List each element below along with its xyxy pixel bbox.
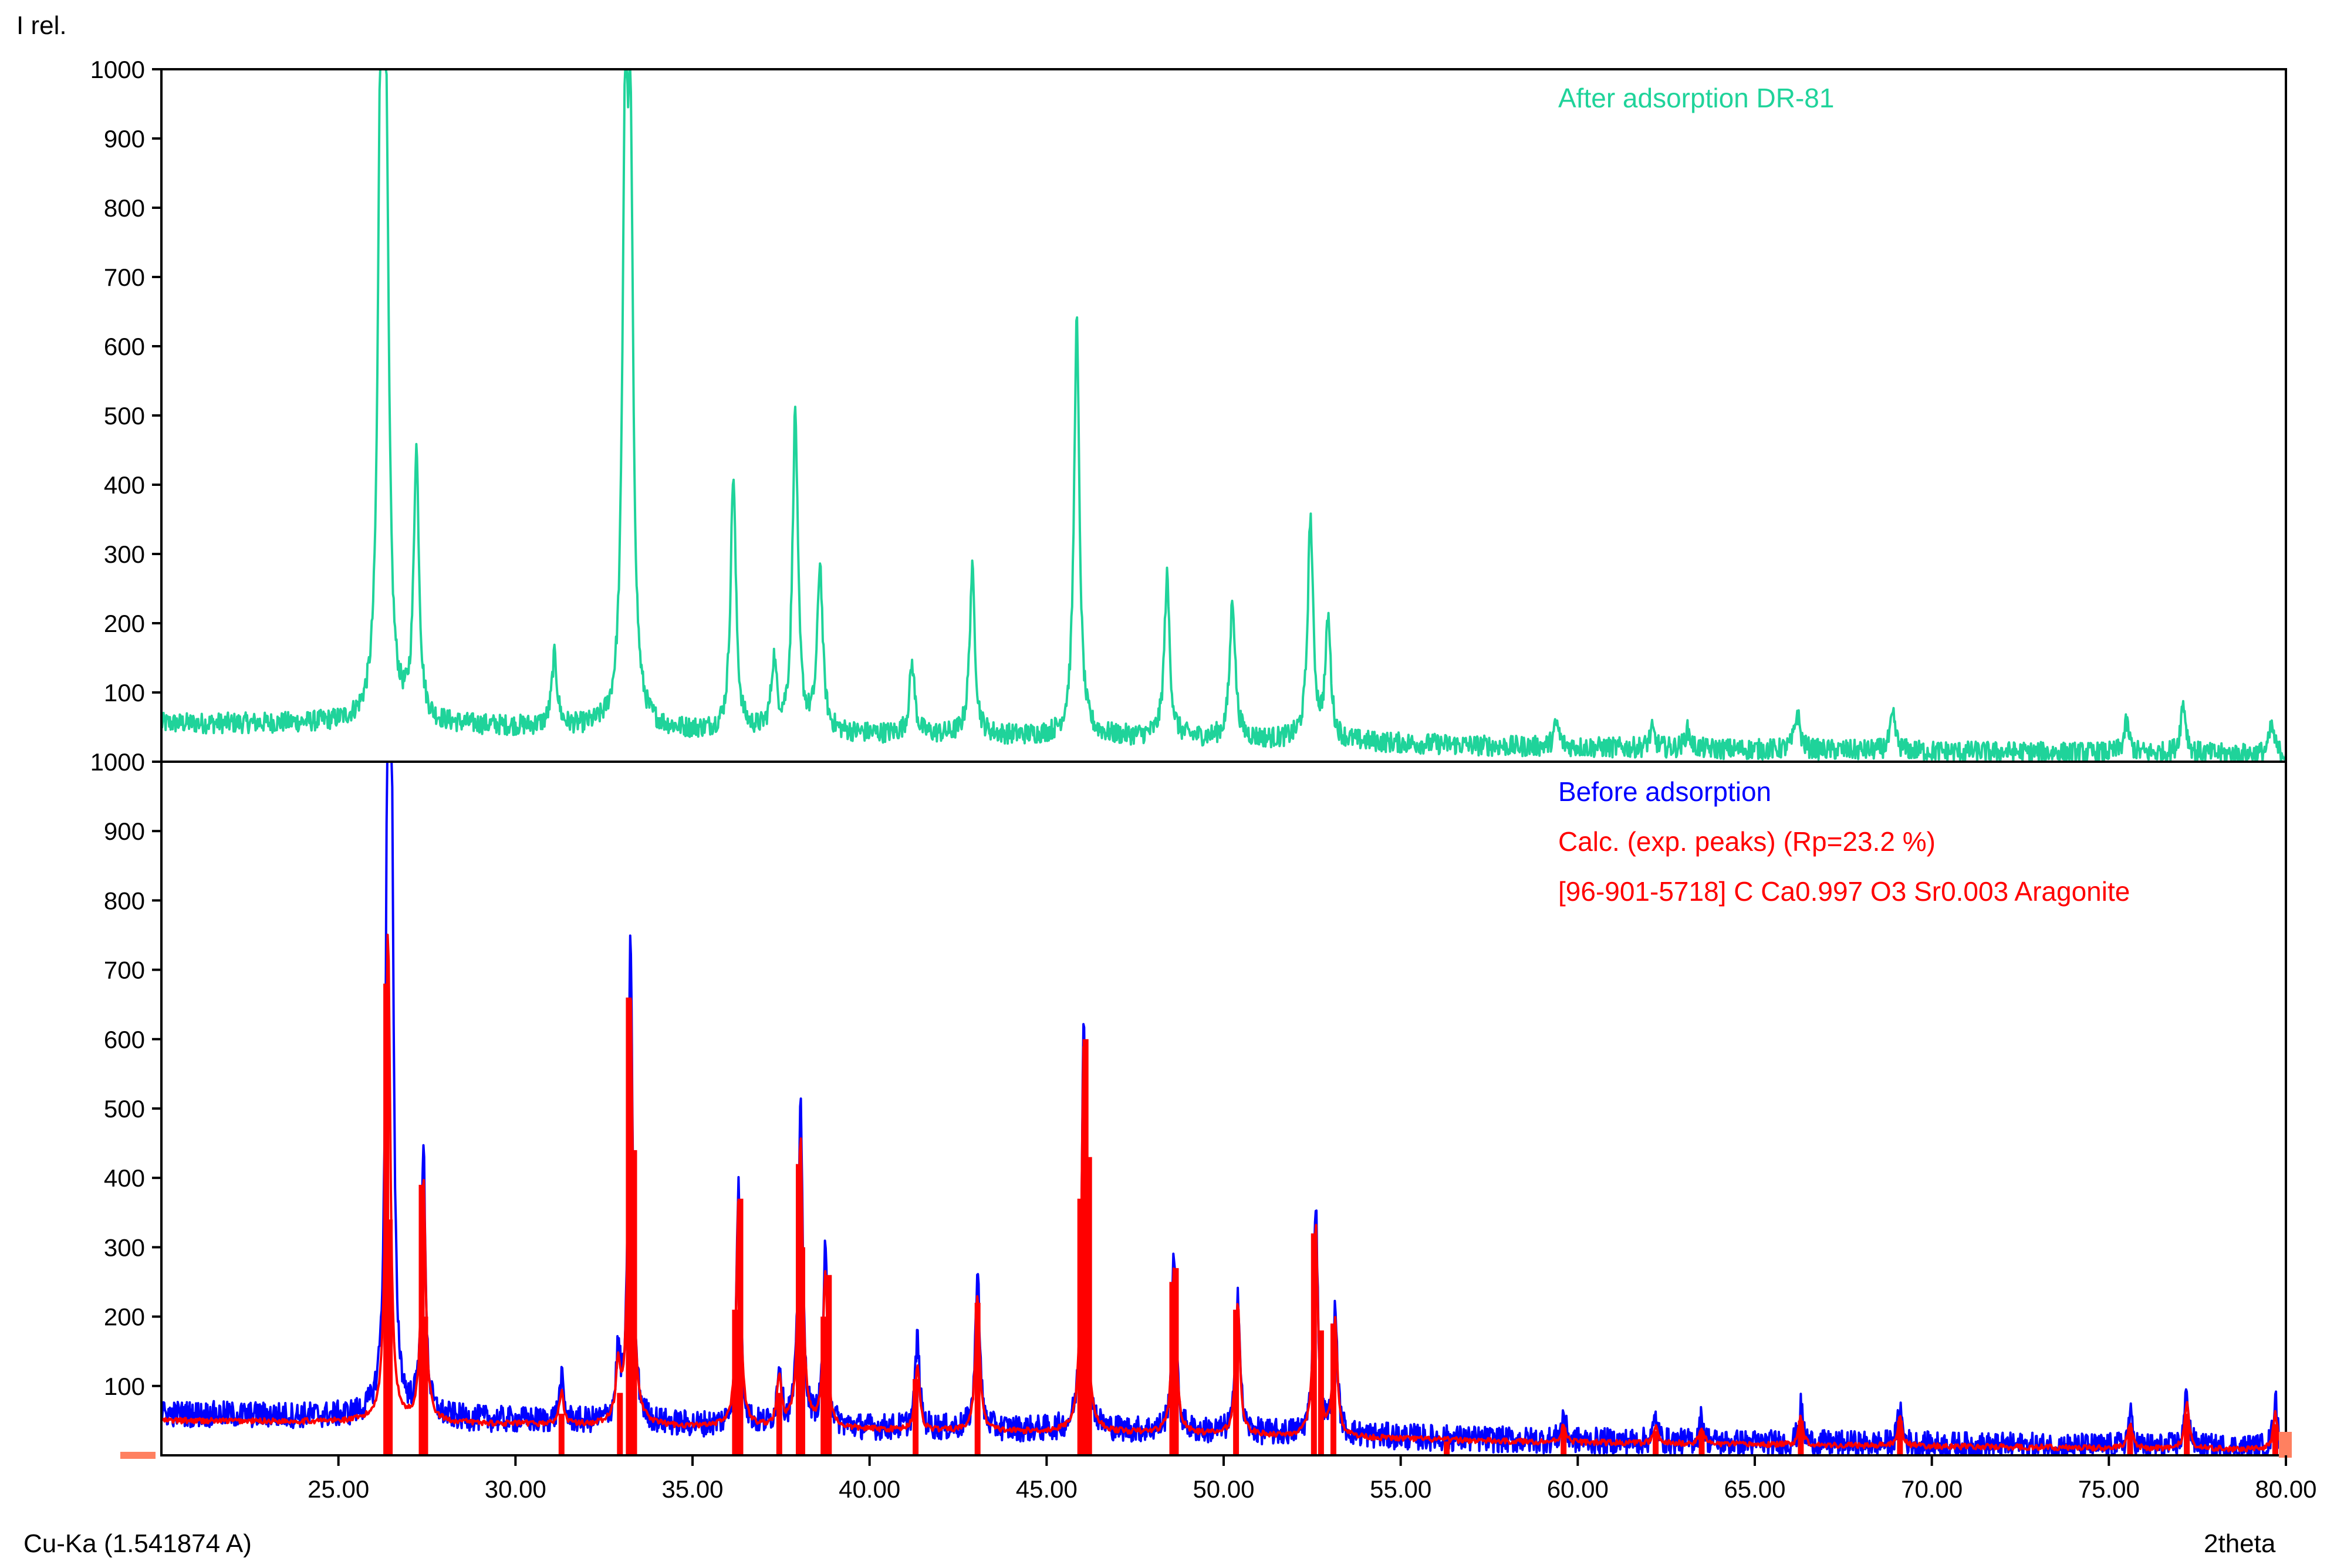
bottom-y-tick-label: 200 — [104, 1303, 145, 1331]
top-y-tick-label: 900 — [104, 125, 145, 153]
aragonite-reference-stick — [1330, 1323, 1336, 1455]
aragonite-reference-stick — [820, 1316, 827, 1455]
top-y-tick-label: 800 — [104, 194, 145, 222]
x-tick-label: 55.00 — [1370, 1475, 1431, 1503]
aragonite-reference-stick — [1311, 1233, 1317, 1455]
bottom-y-tick-label: 400 — [104, 1164, 145, 1192]
x-tick-label: 65.00 — [1724, 1475, 1785, 1503]
legend-aragonite-reference: [96-901-5718] C Ca0.997 O3 Sr0.003 Arago… — [1558, 876, 2130, 907]
aragonite-reference-stick — [913, 1379, 919, 1455]
aragonite-reference-stick — [1082, 1039, 1089, 1455]
x-tick-label: 75.00 — [2078, 1475, 2140, 1503]
aragonite-reference-stick — [617, 1393, 623, 1455]
aragonite-reference-stick — [737, 1198, 744, 1455]
aragonite-reference-stick — [799, 1247, 805, 1455]
aragonite-reference-stick — [422, 1316, 428, 1455]
top-panel-plot-area — [160, 68, 2287, 763]
aragonite-reference-stick — [2127, 1427, 2133, 1455]
top-y-tick-label: 200 — [104, 610, 145, 637]
range-end-marker — [2279, 1432, 2292, 1458]
x-tick-label: 80.00 — [2255, 1475, 2316, 1503]
aragonite-reference-stick — [1173, 1268, 1179, 1455]
aragonite-reference-stick — [383, 984, 390, 1455]
aragonite-reference-stick — [631, 1150, 637, 1455]
x-tick-label: 35.00 — [661, 1475, 723, 1503]
radiation-label: Cu-Ka (1.541874 A) — [23, 1529, 252, 1558]
x-axis-title: 2theta — [2204, 1529, 2276, 1558]
aragonite-reference-stick — [1318, 1330, 1324, 1455]
bottom-y-tick-label: 1000 — [90, 748, 145, 776]
x-tick-label: 70.00 — [1901, 1475, 1963, 1503]
aragonite-reference-stick — [1169, 1282, 1176, 1455]
tick-labels: 1000 900 800 700 600 500 400 300 200 100 1000 900 80… — [90, 56, 2317, 1503]
aragonite-reference-stick — [387, 1219, 393, 1455]
aragonite-reference-stick — [1077, 1198, 1083, 1455]
series-line-calculated — [160, 934, 2287, 1453]
aragonite-reference-stick — [1698, 1431, 1705, 1455]
bottom-panel-plot-area — [160, 761, 2287, 1457]
x-tick-label: 30.00 — [485, 1475, 546, 1503]
bottom-y-tick-label: 600 — [104, 1026, 145, 1053]
aragonite-reference-stick — [1653, 1431, 1659, 1455]
bottom-y-tick-label: 900 — [104, 817, 145, 845]
aragonite-reference-stick — [776, 1393, 782, 1455]
top-y-tick-label: 600 — [104, 333, 145, 360]
aragonite-reference-stick — [1798, 1420, 1804, 1455]
bottom-y-tick-label: 500 — [104, 1095, 145, 1123]
aragonite-reference-stick — [558, 1414, 565, 1455]
bottom-y-tick-label: 700 — [104, 957, 145, 984]
range-start-marker — [120, 1452, 156, 1459]
y-axis-title: I rel. — [16, 11, 67, 40]
top-y-tick-label: 500 — [104, 402, 145, 430]
legend-calculated: Calc. (exp. peaks) (Rp=23.2 %) — [1558, 826, 1936, 857]
series-line-after-adsorption — [160, 68, 2287, 763]
bottom-y-tick-label: 300 — [104, 1234, 145, 1261]
top-y-tick-label: 1000 — [90, 56, 145, 83]
x-tick-label: 25.00 — [308, 1475, 369, 1503]
x-tick-label: 40.00 — [839, 1475, 900, 1503]
aragonite-reference-stick — [826, 1275, 832, 1455]
top-y-tick-label: 300 — [104, 540, 145, 568]
aragonite-reference-stick — [418, 1185, 425, 1455]
aragonite-reference-stick — [796, 1164, 802, 1455]
aragonite-reference-stick — [1233, 1309, 1240, 1455]
x-tick-label: 50.00 — [1193, 1475, 1254, 1503]
bottom-y-tick-label: 100 — [104, 1373, 145, 1400]
top-y-tick-label: 100 — [104, 679, 145, 707]
aragonite-reference-stick — [2184, 1414, 2190, 1455]
bottom-y-tick-label: 800 — [104, 887, 145, 914]
aragonite-reference-stick — [2272, 1424, 2278, 1455]
legend-after-adsorption: After adsorption DR-81 — [1558, 83, 1834, 113]
top-y-tick-label: 400 — [104, 471, 145, 499]
aragonite-reference-stick — [1561, 1427, 1567, 1455]
aragonite-reference-stick — [1086, 1157, 1092, 1455]
aragonite-reference-stick — [732, 1309, 738, 1455]
x-tick-label: 60.00 — [1547, 1475, 1609, 1503]
aragonite-reference-stick — [1444, 1441, 1450, 1455]
x-tick-label: 45.00 — [1016, 1475, 1078, 1503]
aragonite-reference-stick — [1897, 1420, 1903, 1455]
aragonite-reference-stick — [626, 997, 632, 1455]
legend-before-adsorption: Before adsorption — [1558, 776, 1771, 807]
top-y-tick-label: 700 — [104, 263, 145, 291]
aragonite-reference-stick — [974, 1303, 981, 1455]
